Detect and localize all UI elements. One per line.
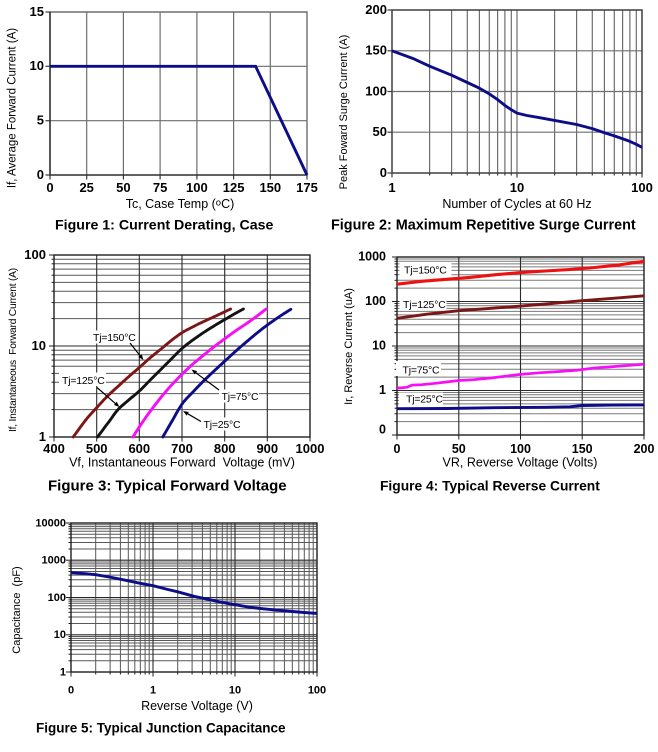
svg-text:If, Average Forward Current (A: If, Average Forward Current (A): [7, 28, 19, 188]
svg-text:100: 100: [510, 442, 531, 456]
svg-text:10: 10: [510, 180, 524, 195]
svg-text:150: 150: [365, 43, 387, 58]
svg-text:0: 0: [37, 167, 44, 182]
svg-text:50: 50: [373, 124, 387, 139]
svg-text:Tj=150°C: Tj=150°C: [404, 265, 447, 277]
svg-text:Tj=75°C: Tj=75°C: [222, 391, 260, 403]
svg-text:150: 150: [572, 442, 593, 456]
svg-text:1: 1: [60, 666, 66, 678]
svg-text:1: 1: [39, 429, 46, 444]
svg-text:50: 50: [452, 442, 466, 456]
svg-text:Figure 3: Typical Forward Volt: Figure 3: Typical Forward Voltage: [48, 478, 287, 495]
svg-text:10: 10: [30, 58, 44, 73]
svg-text:Tj=125°C: Tj=125°C: [62, 375, 105, 387]
svg-text:15: 15: [30, 4, 44, 19]
svg-text:1000: 1000: [296, 441, 325, 456]
svg-text:1: 1: [388, 180, 395, 195]
svg-text:0: 0: [394, 442, 401, 456]
svg-text:5: 5: [37, 113, 44, 128]
svg-text:200: 200: [365, 2, 387, 17]
svg-text:100: 100: [308, 685, 326, 697]
svg-text:Vf, Instantaneous Forward Vol: Vf, Instantaneous Forward Voltage (mV): [69, 456, 295, 470]
svg-text:50: 50: [116, 180, 130, 195]
svg-text:100: 100: [631, 180, 653, 195]
svg-text:75: 75: [153, 180, 167, 195]
svg-text:Tj=25°C: Tj=25°C: [406, 394, 444, 406]
svg-text:10000: 10000: [35, 517, 66, 529]
svg-text:125: 125: [223, 180, 245, 195]
svg-text:175: 175: [296, 180, 318, 195]
svg-text:700: 700: [171, 441, 193, 456]
svg-text:10: 10: [32, 338, 46, 353]
svg-text:Capacitance (pF): Capacitance (pF): [11, 566, 23, 653]
svg-text:Figure 2: Maximum Repetitive S: Figure 2: Maximum Repetitive Surge Curre…: [331, 218, 636, 234]
svg-text:1: 1: [379, 383, 386, 397]
svg-text:1000: 1000: [358, 249, 386, 263]
svg-text:If, Instantaneous Forward Cur: If, Instantaneous Forward Current (A): [8, 268, 19, 432]
svg-text:100: 100: [365, 83, 387, 98]
svg-text:800: 800: [214, 441, 236, 456]
svg-text:400: 400: [43, 441, 65, 456]
svg-text:150: 150: [259, 180, 281, 195]
svg-text:Tj=125°C: Tj=125°C: [403, 299, 446, 311]
svg-text:100: 100: [48, 592, 66, 604]
svg-text:Peak Foward Surge Current (A): Peak Foward Surge Current (A): [338, 35, 350, 190]
svg-text:10: 10: [372, 338, 386, 352]
svg-text:0: 0: [380, 165, 387, 180]
svg-text:0: 0: [46, 180, 53, 195]
svg-text:Ir, Reverse Current (uA): Ir, Reverse Current (uA): [343, 288, 355, 405]
svg-text:Reverse Voltage (V): Reverse Voltage (V): [141, 699, 253, 713]
svg-text:1000: 1000: [42, 555, 66, 567]
svg-text:100: 100: [24, 247, 46, 262]
svg-text:900: 900: [256, 441, 278, 456]
svg-text:Figure 5: Typical Junction Cap: Figure 5: Typical Junction Capacitance: [36, 721, 286, 736]
svg-text:500: 500: [86, 441, 108, 456]
svg-text:100: 100: [365, 294, 386, 308]
svg-text:Tj=75°C: Tj=75°C: [403, 365, 441, 377]
svg-text:Tj=25°C: Tj=25°C: [204, 419, 242, 431]
svg-text:Tc, Case Temp (oC): Tc, Case Temp (oC): [126, 197, 235, 211]
svg-text:25: 25: [79, 180, 93, 195]
svg-text:Tj=150°C: Tj=150°C: [93, 332, 136, 344]
svg-text:1: 1: [150, 685, 156, 697]
svg-text:VR, Reverse Voltage (Volts): VR, Reverse Voltage (Volts): [443, 456, 598, 470]
svg-text:Figure 1: Current Derating, Ca: Figure 1: Current Derating, Case: [55, 218, 273, 234]
svg-text:100: 100: [186, 180, 208, 195]
svg-text:10: 10: [54, 629, 66, 641]
svg-text:600: 600: [128, 441, 150, 456]
svg-text:200: 200: [634, 442, 655, 456]
svg-text:Number of Cycles at 60 Hz: Number of Cycles at 60 Hz: [442, 197, 591, 211]
svg-text:0: 0: [68, 685, 74, 697]
svg-text:10: 10: [229, 685, 241, 697]
svg-text:Figure 4: Typical Reverse Curr: Figure 4: Typical Reverse Current: [380, 479, 600, 494]
svg-text:0: 0: [379, 423, 386, 437]
